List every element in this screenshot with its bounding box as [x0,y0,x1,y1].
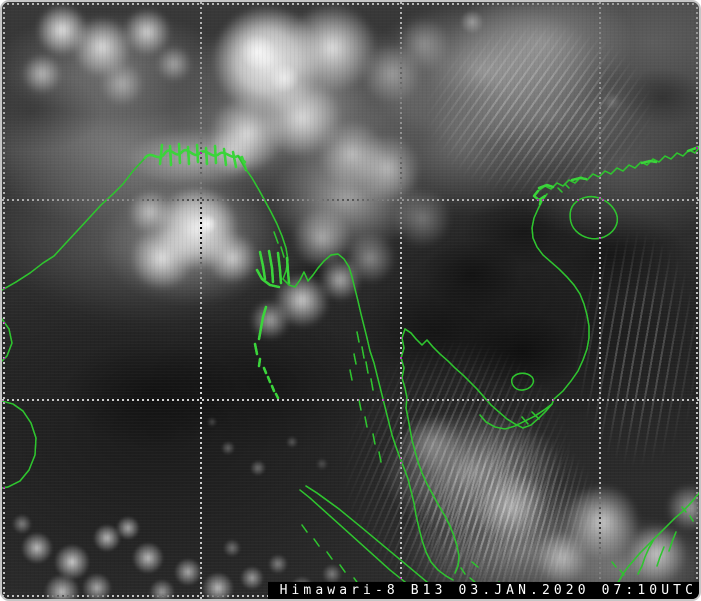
gridline-right-edge [696,2,698,599]
gridline-left-edge [3,2,5,599]
gridline-lon-100e [400,2,402,599]
gridline-lon-90e [200,2,202,599]
gridline-lat-20n [2,199,699,201]
gridline-top-edge [2,3,699,5]
cirrus-streaks-south [327,297,582,599]
cirrus-streaks-northeast [422,10,699,235]
caption-bar: Himawari-8 B13 03.JAN.2020 07:10UTC [268,582,699,599]
haze-band [2,139,276,355]
gridline-lon-110e [599,2,601,599]
cirrus-streaks-bottom-center [397,417,607,599]
haze-band [2,22,325,293]
gridline-lat-10n [2,399,699,401]
caption-text: Himawari-8 B13 03.JAN.2020 07:10UTC [279,583,697,598]
cirrus-streaks-east [557,217,699,492]
